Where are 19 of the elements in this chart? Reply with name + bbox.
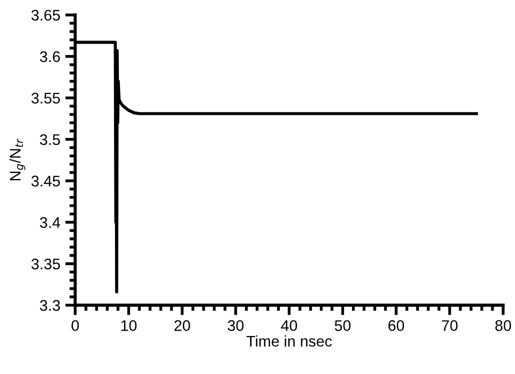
y-tick-label: 3.3	[40, 300, 60, 311]
x-tick-label: 0	[72, 320, 79, 331]
y-tick-label: 3.65	[31, 10, 60, 21]
x-tick-label: 70	[442, 320, 458, 331]
x-tick-label: 30	[228, 320, 244, 331]
x-tick-label: 80	[495, 320, 512, 331]
y-axis-title: N$_{g}$/N$_{tr}$	[9, 138, 26, 180]
y-tick-label: 3.45	[31, 176, 60, 186]
y-tick-label: 3.5	[40, 134, 60, 146]
y-tick-label: 3.55	[31, 92, 60, 104]
y-tick-label: 3.4	[40, 217, 60, 228]
x-axis-title: Time in nsec	[246, 335, 332, 347]
y-tick-label: 3.35	[31, 258, 60, 270]
x-tick-label: 60	[388, 320, 404, 331]
y-tick-label: 3.6	[40, 51, 60, 62]
x-tick-label: 20	[174, 320, 190, 331]
x-tick-label: 10	[121, 320, 137, 331]
x-tick-label: 40	[281, 320, 298, 331]
x-tick-label: 50	[334, 320, 351, 331]
